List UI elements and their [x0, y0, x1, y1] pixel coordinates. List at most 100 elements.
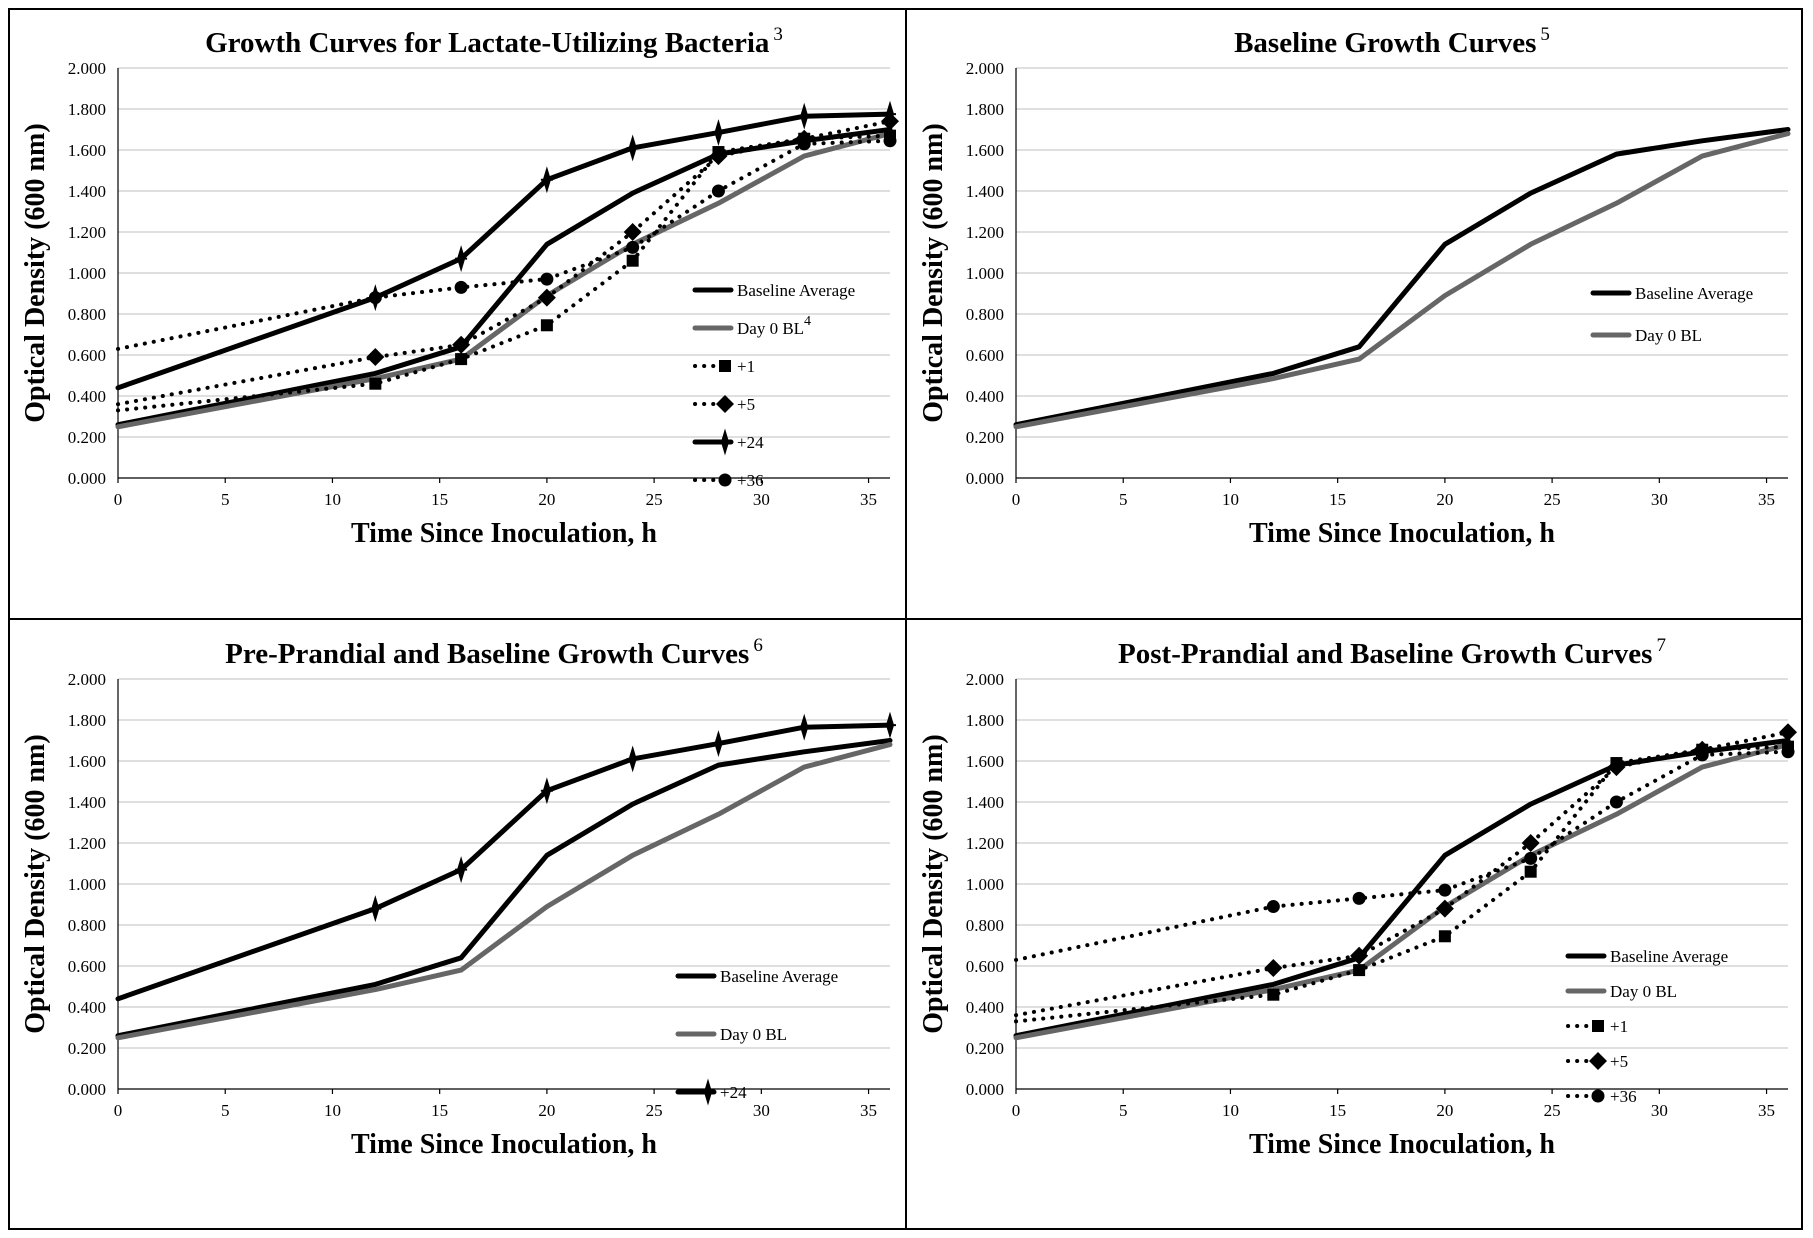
y-tick-label: 0.400 [966, 387, 1004, 406]
y-tick-label: 0.600 [68, 346, 106, 365]
chart-title-text: Baseline Growth Curves [1234, 27, 1536, 59]
chart-title: Post-Prandial and Baseline Growth Curves… [1118, 635, 1666, 670]
x-tick-label: 30 [1651, 1101, 1668, 1120]
y-tick-label: 1.200 [966, 223, 1004, 242]
series-line-plus-24 [118, 725, 890, 999]
x-tick-label: 15 [431, 490, 448, 509]
chart-panel-growth-lactate: Growth Curves for Lactate-Utilizing Bact… [10, 10, 905, 618]
data-point-plus-36 [540, 273, 553, 286]
y-tick-label: 1.800 [68, 711, 106, 730]
y-tick-label: 2.000 [966, 670, 1004, 689]
legend-marker [719, 474, 732, 487]
data-point-plus-36 [712, 185, 725, 198]
y-axis-title: Optical Density (600 nm) [20, 123, 51, 422]
legend-entry-plus-1: +1 [695, 357, 755, 376]
chart-title: Growth Curves for Lactate-Utilizing Bact… [205, 24, 783, 59]
y-axis-title: Optical Density (600 nm) [918, 123, 949, 422]
x-axis-title: Time Since Inoculation, h [1249, 1129, 1555, 1160]
horizontal-divider [8, 618, 1803, 620]
x-tick-label: 25 [646, 1101, 663, 1120]
chart-panel-pre-prandial: Pre-Prandial and Baseline Growth Curves 6… [10, 621, 905, 1228]
data-point-plus-1 [1525, 866, 1537, 878]
x-tick-label: 5 [221, 490, 230, 509]
y-tick-label: 1.600 [68, 752, 106, 771]
data-point-plus-1 [1267, 989, 1279, 1001]
legend-label: Baseline Average [1635, 284, 1753, 303]
legend-entry-plus-1: +1 [1568, 1017, 1628, 1036]
data-point-plus-36 [1696, 748, 1709, 761]
y-tick-label: 1.000 [966, 264, 1004, 283]
legend-entry-baseline-average: Baseline Average [678, 967, 838, 986]
x-axis-title: Time Since Inoculation, h [1249, 518, 1555, 549]
y-axis-title: Optical Density (600 nm) [918, 734, 949, 1033]
legend-entry-baseline-average: Baseline Average [1593, 284, 1753, 303]
y-tick-label: 1.000 [68, 264, 106, 283]
data-point-plus-36 [884, 134, 897, 147]
y-tick-label: 0.800 [68, 916, 106, 935]
chart-title-superscript: 5 [1540, 24, 1550, 45]
x-tick-label: 0 [114, 490, 123, 509]
x-tick-label: 15 [431, 1101, 448, 1120]
data-point-plus-1 [1353, 964, 1365, 976]
chart-title: Pre-Prandial and Baseline Growth Curves 6 [225, 635, 763, 670]
y-tick-label: 1.800 [68, 100, 106, 119]
series-line-plus-24 [118, 114, 890, 388]
data-point-plus-24 [627, 138, 639, 158]
y-tick-label: 1.800 [966, 100, 1004, 119]
x-tick-label: 35 [1758, 490, 1775, 509]
y-tick-label: 0.200 [68, 428, 106, 447]
series-plus-36 [118, 134, 897, 349]
x-tick-label: 0 [1012, 1101, 1021, 1120]
legend-entry-plus-24: +24 [695, 432, 764, 452]
data-point-plus-36 [1438, 884, 1451, 897]
y-tick-label: 1.800 [966, 711, 1004, 730]
data-point-plus-1 [627, 255, 639, 267]
legend-label: Baseline Average [737, 281, 855, 300]
x-tick-label: 25 [1544, 1101, 1561, 1120]
chart-panel-post-prandial: Post-Prandial and Baseline Growth Curves… [908, 621, 1801, 1228]
legend-entry-plus-5: +5 [1568, 1052, 1628, 1071]
legend: Baseline Average Day 0 BL +24 [678, 967, 838, 1102]
data-point-plus-1 [541, 319, 553, 331]
legend-label: Day 0 BL [1635, 326, 1702, 345]
y-tick-label: 1.400 [68, 793, 106, 812]
legend-label: Baseline Average [1610, 947, 1728, 966]
legend-label: +36 [737, 471, 764, 490]
chart-title-superscript: 6 [753, 635, 763, 656]
y-tick-label: 1.200 [68, 223, 106, 242]
data-point-plus-5 [1264, 959, 1282, 977]
y-tick-label: 0.200 [966, 428, 1004, 447]
legend-entry-baseline-average: Baseline Average [695, 281, 855, 300]
y-tick-label: 0.000 [966, 469, 1004, 488]
x-tick-label: 30 [753, 1101, 770, 1120]
y-tick-label: 0.800 [966, 305, 1004, 324]
y-axis-title: Optical Density (600 nm) [20, 734, 51, 1033]
y-tick-label: 2.000 [966, 59, 1004, 78]
y-tick-label: 0.800 [68, 305, 106, 324]
y-tick-label: 1.000 [68, 875, 106, 894]
x-tick-label: 20 [1436, 490, 1453, 509]
y-tick-label: 1.000 [966, 875, 1004, 894]
legend-label: +5 [737, 395, 755, 414]
data-point-plus-36 [1524, 852, 1537, 865]
chart-title-superscript: 7 [1656, 635, 1666, 656]
legend-entry-plus-24: +24 [678, 1082, 747, 1102]
legend-label: Day 0 BL [720, 1025, 787, 1044]
series-line-day-0-bl [118, 745, 890, 1038]
y-tick-label: 0.400 [68, 998, 106, 1017]
legend-marker [702, 1082, 714, 1102]
x-tick-label: 0 [1012, 490, 1021, 509]
x-tick-label: 25 [646, 490, 663, 509]
x-tick-label: 35 [860, 1101, 877, 1120]
chart-title-text: Pre-Prandial and Baseline Growth Curves [225, 638, 749, 670]
y-tick-label: 1.400 [68, 182, 106, 201]
legend-label: Baseline Average [720, 967, 838, 986]
chart-title-text: Post-Prandial and Baseline Growth Curves [1118, 638, 1652, 670]
y-tick-label: 0.000 [68, 1080, 106, 1099]
y-tick-label: 1.400 [966, 182, 1004, 201]
data-point-plus-5 [1779, 723, 1797, 741]
x-tick-label: 5 [221, 1101, 230, 1120]
y-tick-label: 0.000 [68, 469, 106, 488]
y-tick-label: 2.000 [68, 59, 106, 78]
chart-title-superscript: 3 [773, 24, 783, 45]
